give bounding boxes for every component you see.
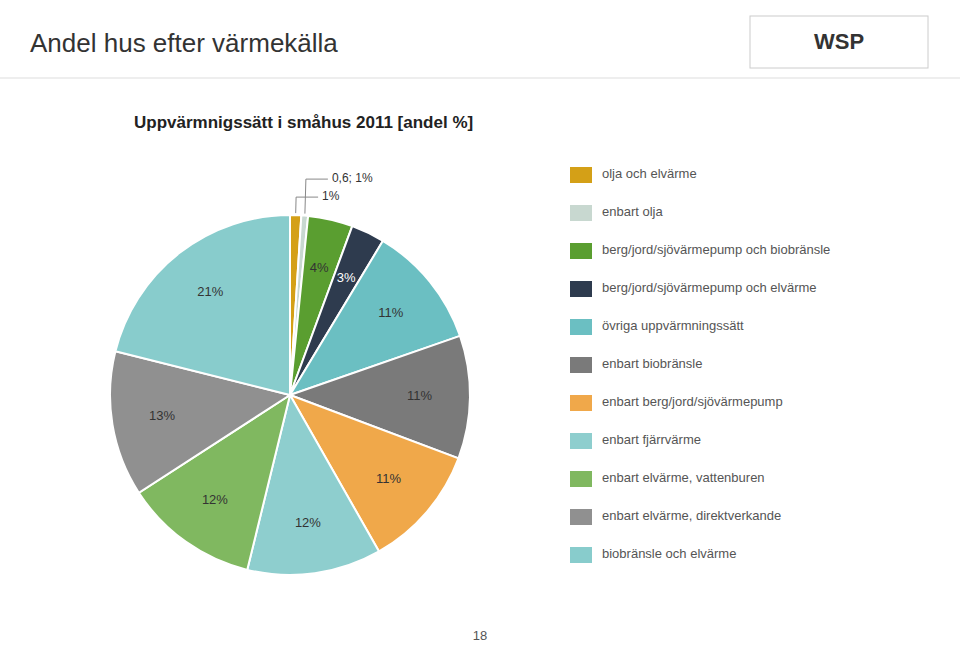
- legend-label: enbart olja: [602, 204, 663, 219]
- page-number: 18: [473, 628, 487, 643]
- legend-label: berg/jord/sjövärmepump och biobränsle: [602, 242, 830, 257]
- legend-swatch: [570, 471, 592, 487]
- legend-label: enbart elvärme, vattenburen: [602, 470, 765, 485]
- data-label: 1%: [322, 189, 340, 203]
- legend-swatch: [570, 167, 592, 183]
- chart: Andel hus efter värmekälla Uppvärmnigssät…: [0, 0, 960, 656]
- logo-text: WSP: [814, 29, 864, 54]
- subtitle: Uppvärmnigssätt i småhus 2011 [andel %]: [134, 113, 473, 132]
- legend-label: biobränsle och elvärme: [602, 546, 736, 561]
- data-label: 12%: [202, 492, 228, 507]
- data-label: 11%: [407, 388, 432, 403]
- legend-label: enbart fjärrvärme: [602, 432, 701, 447]
- data-label: 12%: [295, 515, 321, 530]
- data-label: 0,6; 1%: [332, 171, 373, 185]
- legend-swatch: [570, 243, 592, 259]
- legend: olja och elvärme enbart olja berg/jord/sjö…: [570, 166, 830, 563]
- legend-swatch: [570, 205, 592, 221]
- pie: [110, 215, 470, 575]
- legend-swatch: [570, 281, 592, 297]
- data-label: 3%: [337, 270, 356, 285]
- data-label: 11%: [378, 305, 403, 320]
- data-label: 11%: [376, 471, 401, 486]
- data-label: 13%: [149, 408, 175, 423]
- data-labels: 1% 0,6; 1% 4% 3% 11% 11% 11% 12% 12% 13% 21%: [149, 171, 432, 530]
- legend-label: olja och elvärme: [602, 166, 697, 181]
- legend-label: enbart biobränsle: [602, 356, 702, 371]
- title: Andel hus efter värmekälla: [30, 28, 338, 58]
- data-label: 4%: [310, 260, 329, 275]
- logo-box: [750, 16, 928, 68]
- pie-slice: [115, 215, 290, 395]
- legend-swatch: [570, 433, 592, 449]
- legend-label: övriga uppvärmningssätt: [602, 318, 744, 333]
- leader-line: [305, 179, 328, 214]
- legend-swatch: [570, 319, 592, 335]
- title-rule: [0, 78, 960, 79]
- legend-swatch: [570, 357, 592, 373]
- legend-label: enbart elvärme, direktverkande: [602, 508, 781, 523]
- legend-swatch: [570, 509, 592, 525]
- legend-label: enbart berg/jord/sjövärmepump: [602, 394, 783, 409]
- data-label: 21%: [197, 284, 223, 299]
- legend-swatch: [570, 395, 592, 411]
- leader-line: [296, 197, 318, 213]
- legend-swatch: [570, 547, 592, 563]
- legend-label: berg/jord/sjövärmepump och elvärme: [602, 280, 817, 295]
